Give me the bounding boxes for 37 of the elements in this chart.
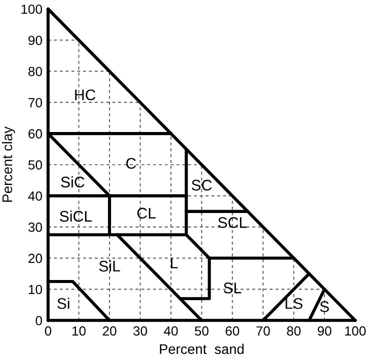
x-tick-label: 70 — [256, 326, 270, 336]
annotation: L — [171, 258, 178, 268]
x-axis-title: Percent sand — [160, 344, 244, 354]
y-axis-title: Percent clay — [2, 126, 15, 202]
y-tick-label: 30 — [28, 222, 42, 232]
x-tick-label: 50 — [194, 326, 208, 336]
annotation: CL — [137, 208, 156, 219]
annotation: SiL — [99, 260, 120, 272]
annotation: SCL — [218, 217, 247, 228]
annotation: SiCL — [60, 210, 92, 222]
x-tick-label: 20 — [102, 326, 116, 336]
y-tick-label: 0 — [36, 316, 42, 326]
annotation: S — [320, 301, 329, 312]
x-tick-label: 80 — [287, 326, 301, 336]
y-tick-label: 90 — [28, 36, 42, 46]
y-tick-label: 80 — [28, 66, 42, 76]
annotation: SiC — [61, 176, 84, 188]
x-tick-label: 100 — [345, 326, 366, 336]
x-tick-label: 0 — [44, 326, 52, 336]
annotation: C — [126, 158, 136, 169]
x-tick-label: 10 — [72, 326, 86, 336]
y-tick-label: 100 — [22, 4, 42, 14]
annotation: HC — [75, 89, 96, 100]
annotation: SL — [224, 282, 242, 294]
annotation: LS — [286, 298, 302, 309]
y-tick-label: 70 — [28, 98, 42, 108]
y-tick-label: 40 — [28, 191, 42, 201]
y-tick-label: 20 — [28, 254, 42, 264]
annotation: Si — [57, 298, 70, 309]
annotation: SC — [192, 180, 212, 191]
y-tick-label: 10 — [28, 284, 42, 294]
x-tick-label: 60 — [226, 326, 240, 336]
y-tick-label: 60 — [28, 129, 42, 138]
x-tick-label: 40 — [164, 326, 178, 336]
y-tick-label: 50 — [28, 160, 42, 170]
x-tick-label: 90 — [318, 326, 332, 336]
x-tick-label: 30 — [133, 326, 148, 336]
